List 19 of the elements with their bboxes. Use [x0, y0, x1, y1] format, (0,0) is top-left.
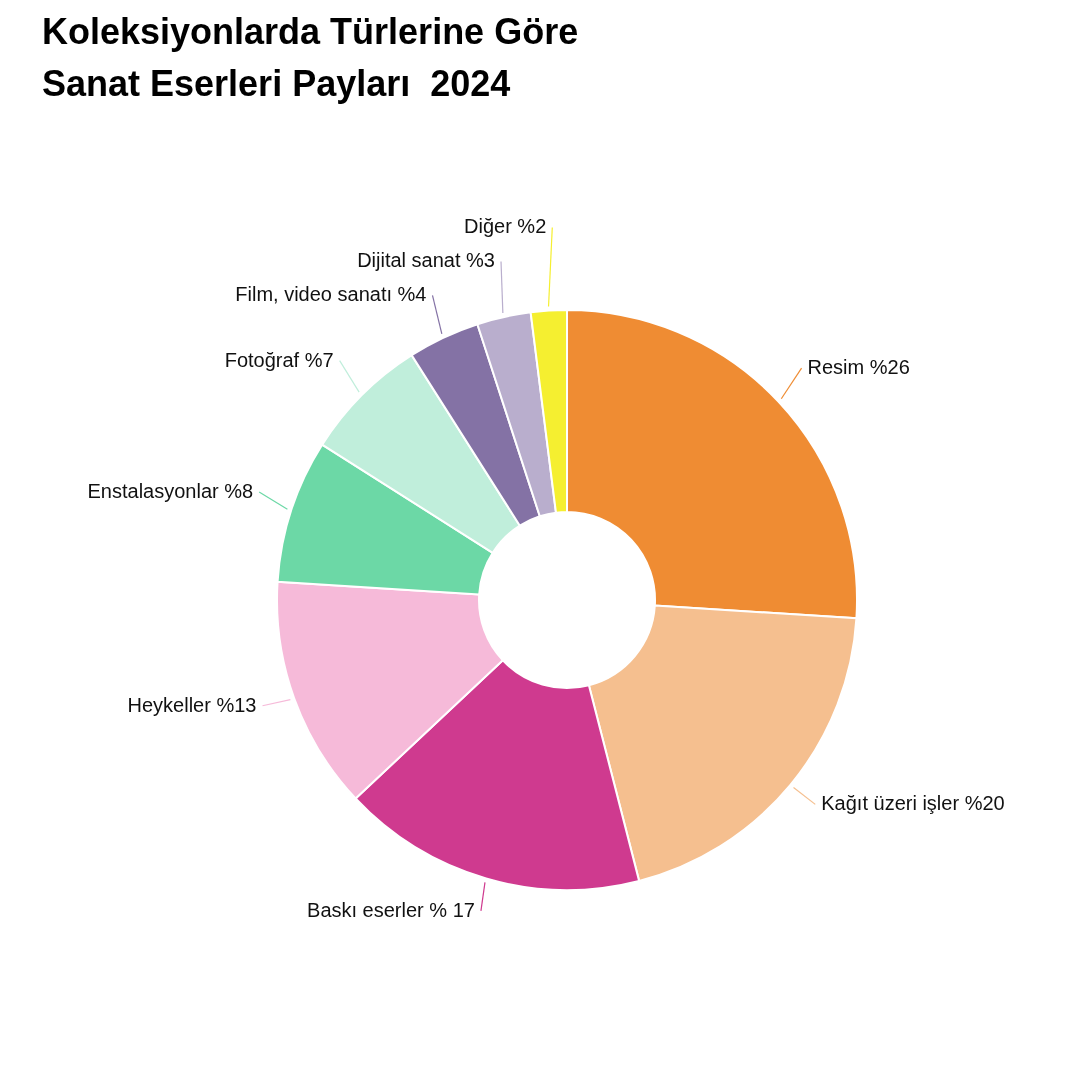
slice-label: Kağıt üzeri işler — [821, 792, 960, 815]
slice-label: Baskı eserler — [307, 898, 425, 921]
data-label: %13 — [210, 693, 257, 716]
data-label: %4 — [392, 283, 427, 306]
slice-label: Dijital sanat — [357, 249, 461, 272]
slice-label: Diğer — [464, 215, 513, 238]
data-label: % 17 — [423, 898, 475, 921]
slice-label: Enstalasyonlar — [87, 480, 220, 503]
slice-label: Film, video sanatı — [235, 283, 393, 306]
data-label: %20 — [959, 792, 1005, 815]
slice-label: Fotoğraf — [224, 348, 300, 371]
data-label: %2 — [511, 215, 547, 238]
chart-title: Koleksiyonlarda Türlerine Göre Sanat Eserleri Payları 2024 — [42, 11, 579, 104]
slice-label: Heykeller — [127, 693, 212, 716]
data-label: %7 — [299, 348, 334, 371]
data-label: %3 — [460, 249, 496, 272]
slice-label: Resim — [807, 356, 865, 379]
data-label: %8 — [218, 480, 254, 503]
data-label: %26 — [864, 356, 910, 379]
